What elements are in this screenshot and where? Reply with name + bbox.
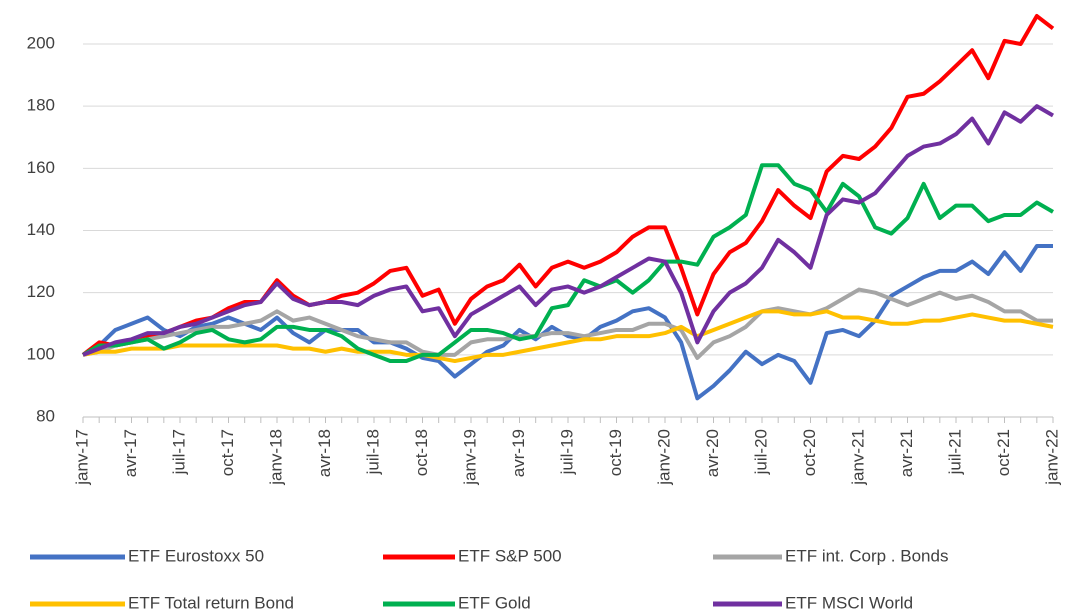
y-tick-label: 140 xyxy=(27,220,55,239)
x-tick-label: oct-19 xyxy=(606,429,625,476)
x-tick-label: juil-21 xyxy=(945,429,964,475)
y-tick-label: 180 xyxy=(27,96,55,115)
x-tick-label: oct-17 xyxy=(218,429,237,476)
legend-label: ETF Total return Bond xyxy=(128,593,294,612)
legend-label: ETF int. Corp . Bonds xyxy=(785,546,948,565)
legend-label: ETF S&P 500 xyxy=(458,546,562,565)
y-tick-label: 160 xyxy=(27,158,55,177)
x-tick-label: janv-19 xyxy=(460,429,479,486)
series-line xyxy=(82,287,1053,360)
x-tick-label: janv-22 xyxy=(1042,429,1061,486)
legend-label: ETF MSCI World xyxy=(785,593,913,612)
legend-label: ETF Eurostoxx 50 xyxy=(128,546,264,565)
series-line xyxy=(82,163,1054,364)
x-tick-label: oct-18 xyxy=(412,429,431,476)
x-tick-label: juil-20 xyxy=(751,429,770,475)
series-line xyxy=(81,14,1055,357)
x-tick-label: janv-20 xyxy=(654,429,673,486)
y-tick-label: 80 xyxy=(36,406,55,425)
x-tick-label: oct-20 xyxy=(800,429,819,476)
x-tick-label: juil-17 xyxy=(169,429,188,475)
y-tick-label: 100 xyxy=(27,344,55,363)
x-tick-label: avr-17 xyxy=(121,429,140,477)
x-tick-label: avr-21 xyxy=(897,429,916,477)
x-tick-label: juil-19 xyxy=(557,429,576,475)
x-tick-label: juil-18 xyxy=(363,429,382,475)
x-tick-label: avr-18 xyxy=(315,429,334,477)
x-tick-label: oct-21 xyxy=(994,429,1013,476)
x-tick-label: avr-20 xyxy=(703,429,722,477)
x-tick-label: janv-21 xyxy=(848,429,867,486)
series-line xyxy=(82,309,1054,364)
series-line xyxy=(82,104,1054,357)
y-tick-label: 200 xyxy=(27,33,55,52)
legend-label: ETF Gold xyxy=(458,593,531,612)
y-tick-label: 120 xyxy=(27,282,55,301)
x-tick-label: avr-19 xyxy=(509,429,528,477)
x-tick-label: janv-17 xyxy=(72,429,91,486)
x-tick-label: janv-18 xyxy=(266,429,285,486)
